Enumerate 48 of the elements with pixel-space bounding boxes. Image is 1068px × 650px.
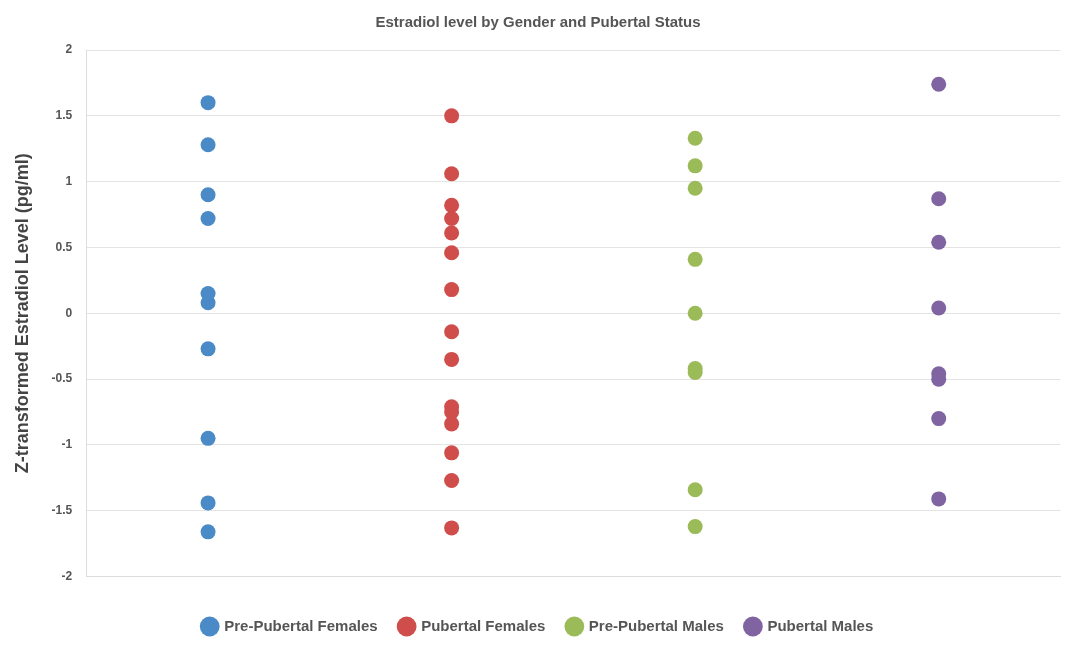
point bbox=[444, 520, 460, 536]
legend-label: Pre-Pubertal Males bbox=[588, 616, 724, 634]
y-tick-label: -0.5 bbox=[51, 371, 73, 386]
point bbox=[444, 197, 460, 213]
legend-label: Pubertal Males bbox=[767, 616, 874, 634]
point bbox=[931, 491, 947, 507]
point bbox=[931, 234, 947, 250]
point bbox=[687, 305, 703, 321]
point bbox=[687, 180, 703, 196]
point bbox=[444, 225, 460, 241]
y-tick-label: 0 bbox=[65, 305, 73, 320]
point bbox=[200, 524, 216, 540]
point bbox=[444, 245, 460, 261]
y-tick-label: -2 bbox=[61, 568, 73, 583]
y-tick-label: 0.5 bbox=[55, 239, 73, 254]
point bbox=[444, 324, 460, 340]
point bbox=[200, 341, 216, 357]
point bbox=[931, 411, 947, 427]
point bbox=[200, 95, 216, 111]
point bbox=[687, 251, 703, 267]
point bbox=[931, 191, 947, 207]
point bbox=[200, 495, 216, 511]
point bbox=[444, 211, 460, 227]
point bbox=[444, 166, 460, 182]
point bbox=[444, 473, 460, 488]
point bbox=[687, 519, 703, 535]
y-tick-label: -1 bbox=[61, 437, 73, 452]
point bbox=[444, 282, 460, 298]
point bbox=[200, 187, 216, 203]
point bbox=[444, 445, 460, 461]
point bbox=[444, 351, 460, 367]
legend-label: Pubertal Females bbox=[421, 616, 546, 634]
chart-title: Estradiol level by Gender and Pubertal Status bbox=[375, 13, 701, 31]
point bbox=[931, 300, 947, 316]
y-tick-label: -1.5 bbox=[51, 503, 73, 518]
point bbox=[931, 76, 947, 92]
y-axis-title: Z-transformed Estradiol Level (pg/ml) bbox=[11, 153, 32, 474]
y-tick-label: 1 bbox=[65, 173, 73, 188]
legend-label: Pre-Pubertal Females bbox=[224, 616, 378, 634]
y-tick-label: 1.5 bbox=[55, 108, 73, 123]
point bbox=[687, 158, 703, 174]
y-tick-label: 2 bbox=[65, 42, 73, 57]
point bbox=[200, 211, 216, 227]
point bbox=[687, 130, 703, 146]
point bbox=[687, 482, 703, 498]
point bbox=[444, 108, 460, 124]
point bbox=[200, 137, 216, 153]
point bbox=[200, 430, 216, 446]
